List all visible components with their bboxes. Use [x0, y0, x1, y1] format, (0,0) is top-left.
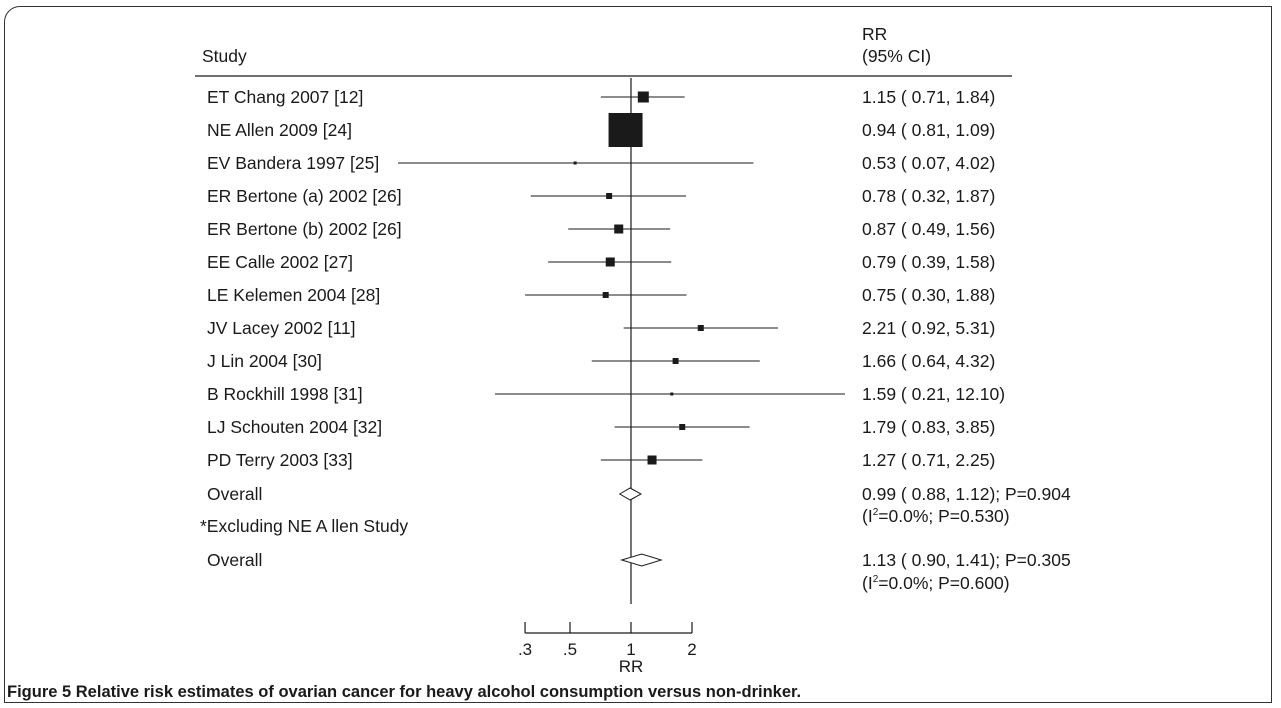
tick-label: .3	[518, 640, 532, 659]
study-label: EE Calle 2002 [27]	[207, 252, 353, 272]
rr-value: 1.59 ( 0.21, 12.10)	[862, 384, 1005, 404]
point-estimate	[697, 325, 704, 331]
rr-value: 1.15 ( 0.71, 1.84)	[862, 87, 995, 107]
rr-value: 1.79 ( 0.83, 3.85)	[862, 417, 995, 437]
study-label: ER Bertone (b) 2002 [26]	[207, 219, 402, 239]
study-label: PD Terry 2003 [33]	[207, 450, 353, 470]
study-column-header: Study	[202, 46, 247, 66]
study-label: ER Bertone (a) 2002 [26]	[207, 186, 402, 206]
rr-value: 0.78 ( 0.32, 1.87)	[862, 186, 995, 206]
study-label: B Rockhill 1998 [31]	[207, 384, 363, 404]
rr-value: 0.94 ( 0.81, 1.09)	[862, 120, 995, 140]
rr-value: 1.66 ( 0.64, 4.32)	[862, 351, 995, 371]
rr-value: 0.87 ( 0.49, 1.56)	[862, 219, 995, 239]
point-estimate	[637, 91, 649, 103]
heterogeneity-stat: (I2=0.0%; P=0.600)	[862, 573, 1010, 593]
tick-label: 2	[687, 640, 696, 659]
caption-title: Figure 5 Relative risk estimates of ovar…	[7, 683, 802, 701]
study-label: J Lin 2004 [30]	[207, 351, 322, 371]
study-label: EV Bandera 1997 [25]	[207, 153, 379, 173]
point-estimate	[605, 257, 615, 267]
forest-plot: Study RR (95% CI) ET Chang 2007 [12] 1.15…	[195, 24, 1071, 676]
x-axis-label: RR	[619, 657, 644, 676]
x-axis: .3 .5 1 2	[518, 622, 697, 659]
pooled-diamond	[618, 487, 643, 501]
figure-frame	[4, 6, 1272, 703]
figure-caption: Figure 5 Relative risk estimates of ovar…	[7, 683, 801, 702]
pooled-diamond	[619, 553, 663, 567]
heterogeneity-stat: (I2=0.0%; P=0.530)	[862, 506, 1010, 526]
rr-column-header: RR	[862, 24, 887, 44]
study-label: ET Chang 2007 [12]	[207, 87, 363, 107]
ci-column-header: (95% CI)	[862, 46, 931, 66]
point-estimate	[614, 224, 624, 234]
point-estimate	[670, 392, 674, 396]
point-estimate	[647, 455, 657, 465]
rr-value: 0.53 ( 0.07, 4.02)	[862, 153, 995, 173]
tick-label: 1	[626, 640, 635, 659]
tick-label: .5	[563, 640, 577, 659]
rr-value: 0.79 ( 0.39, 1.58)	[862, 252, 995, 272]
point-estimate	[606, 193, 613, 199]
study-label: JV Lacey 2002 [11]	[207, 318, 356, 338]
point-estimate	[608, 113, 643, 147]
study-label: NE Allen 2009 [24]	[207, 120, 352, 140]
point-estimate	[679, 424, 686, 430]
overall-label: Overall	[207, 484, 262, 504]
overall-label: Overall	[207, 550, 262, 570]
overall-value: 0.99 ( 0.88, 1.12); P=0.904	[862, 484, 1071, 504]
point-estimate	[573, 161, 577, 165]
study-label: LE Kelemen 2004 [28]	[207, 285, 380, 305]
point-estimate	[602, 292, 609, 298]
rr-value: 1.27 ( 0.71, 2.25)	[862, 450, 995, 470]
study-label: LJ Schouten 2004 [32]	[207, 417, 382, 437]
point-estimate	[672, 358, 679, 364]
exclusion-note: *Excluding NE A llen Study	[200, 516, 408, 536]
overall-value: 1.13 ( 0.90, 1.41); P=0.305	[862, 550, 1071, 570]
rr-value: 0.75 ( 0.30, 1.88)	[862, 285, 995, 305]
rr-value: 2.21 ( 0.92, 5.31)	[862, 318, 995, 338]
